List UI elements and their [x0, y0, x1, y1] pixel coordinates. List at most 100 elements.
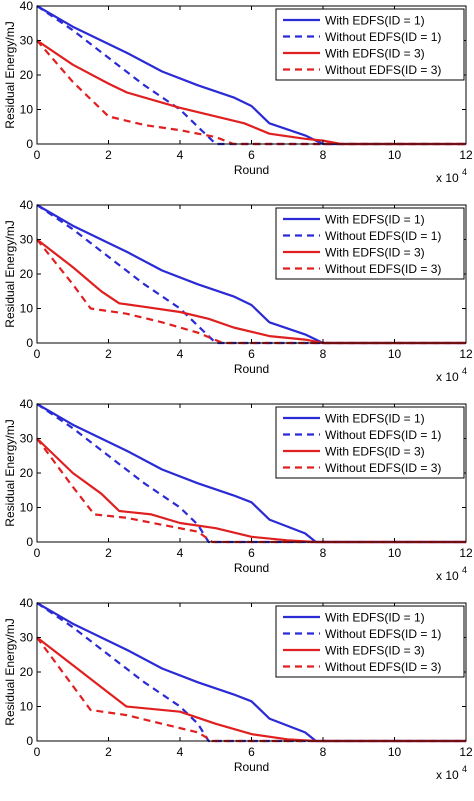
- chart-panel-3: 0 2 4 6 8 10 12 0 10 20 30 40 Round Residual Energy/m…: [0, 397, 474, 597]
- chart-panel-1: 0 2 4 6 8 10 12 0 10 20 30 40 Round Residual Energy/m…: [0, 0, 474, 199]
- y-tick-label: 20: [20, 466, 34, 480]
- y-tick-label: 30: [20, 432, 34, 446]
- x-tick-label: 8: [320, 148, 327, 162]
- x-tick-label: 12: [459, 745, 473, 759]
- x-tick-label: 0: [34, 347, 41, 361]
- series-line-2: [36, 5, 466, 146]
- x-tick-label: 2: [105, 148, 112, 162]
- legend-label-1: With EDFS(ID = 1): [325, 611, 425, 625]
- series-line-4: [36, 39, 466, 146]
- y-axis-label: Residual Energy/mJ: [3, 618, 17, 725]
- y-tick-label: 0: [26, 137, 33, 151]
- x-tick-label: 0: [34, 745, 41, 759]
- x-axis-label: Round: [234, 362, 269, 376]
- legend-label-3: With EDFS(ID = 3): [325, 246, 425, 260]
- x-tick-label: 10: [388, 745, 402, 759]
- y-tick-label: 0: [26, 535, 33, 549]
- series-line-1: [36, 5, 466, 146]
- x-tick-label: 6: [248, 148, 255, 162]
- series-line-3: [36, 437, 466, 544]
- y-tick-label: 0: [26, 734, 33, 748]
- legend-label-4: Without EDFS(ID = 3): [325, 461, 441, 475]
- chart-panel-4: 0 2 4 6 8 10 12 0 10 20 30 40 Round Residual Energy/m…: [0, 596, 474, 796]
- y-tick-label: 40: [20, 199, 34, 212]
- x-axis-label: Round: [234, 163, 269, 177]
- series-line-2: [36, 204, 466, 345]
- chart-svg: 0 2 4 6 8 10 12 0 10 20 30 40 Round Residual Energy/m…: [3, 0, 473, 185]
- chart-panel-2: 0 2 4 6 8 10 12 0 10 20 30 40 Round Residual Energy/m…: [0, 198, 474, 398]
- y-tick-label: 40: [20, 597, 34, 610]
- series-line-4: [36, 238, 466, 345]
- x-multiplier-base: x 10: [436, 768, 459, 782]
- legend-label-2: Without EDFS(ID = 1): [325, 428, 441, 442]
- y-tick-label: 20: [20, 665, 34, 679]
- y-axis-label: Residual Energy/mJ: [3, 419, 17, 526]
- series-line-3: [36, 39, 466, 146]
- y-tick-label: 10: [20, 302, 34, 316]
- x-tick-label: 2: [105, 347, 112, 361]
- legend-label-3: With EDFS(ID = 3): [325, 644, 425, 658]
- x-tick-label: 0: [34, 546, 41, 560]
- chart-svg: 0 2 4 6 8 10 12 0 10 20 30 40 Round Residual Energy/m…: [3, 397, 473, 583]
- series-line-4: [36, 636, 466, 743]
- legend-label-4: Without EDFS(ID = 3): [325, 262, 441, 276]
- y-tick-label: 30: [20, 34, 34, 48]
- x-tick-label: 12: [459, 148, 473, 162]
- y-tick-label: 10: [20, 501, 34, 515]
- x-tick-label: 4: [177, 347, 184, 361]
- x-axis-label: Round: [234, 561, 269, 575]
- legend-label-3: With EDFS(ID = 3): [325, 47, 425, 61]
- x-tick-label: 12: [459, 546, 473, 560]
- x-tick-label: 10: [388, 347, 402, 361]
- y-axis-label: Residual Energy/mJ: [3, 220, 17, 327]
- series-line-4: [36, 437, 466, 544]
- x-tick-label: 6: [248, 546, 255, 560]
- x-tick-label: 8: [320, 546, 327, 560]
- legend-label-2: Without EDFS(ID = 1): [325, 627, 441, 641]
- legend-label-1: With EDFS(ID = 1): [325, 14, 425, 28]
- x-tick-label: 4: [177, 745, 184, 759]
- y-tick-label: 30: [20, 233, 34, 247]
- x-tick-label: 6: [248, 347, 255, 361]
- legend-label-2: Without EDFS(ID = 1): [325, 30, 441, 44]
- series-line-3: [36, 238, 466, 345]
- x-tick-label: 4: [177, 546, 184, 560]
- y-tick-label: 10: [20, 700, 34, 714]
- x-tick-label: 10: [388, 148, 402, 162]
- series-line-1: [36, 602, 466, 743]
- legend-label-4: Without EDFS(ID = 3): [325, 660, 441, 674]
- y-tick-label: 40: [20, 0, 34, 13]
- y-tick-label: 40: [20, 398, 34, 411]
- legend-label-1: With EDFS(ID = 1): [325, 412, 425, 426]
- x-multiplier-exponent: 4: [462, 366, 467, 376]
- y-tick-label: 0: [26, 336, 33, 350]
- series-line-1: [36, 403, 466, 544]
- x-tick-label: 2: [105, 546, 112, 560]
- x-tick-label: 0: [34, 148, 41, 162]
- legend-label-4: Without EDFS(ID = 3): [325, 63, 441, 77]
- y-axis-label: Residual Energy/mJ: [3, 21, 17, 128]
- x-tick-label: 4: [177, 148, 184, 162]
- legend-label-2: Without EDFS(ID = 1): [325, 229, 441, 243]
- chart-svg: 0 2 4 6 8 10 12 0 10 20 30 40 Round Residual Energy/m…: [3, 596, 473, 782]
- x-multiplier-base: x 10: [436, 171, 459, 185]
- chart-svg: 0 2 4 6 8 10 12 0 10 20 30 40 Round Residual Energy/m…: [3, 198, 473, 384]
- x-multiplier-base: x 10: [436, 569, 459, 583]
- x-tick-label: 8: [320, 347, 327, 361]
- y-tick-label: 30: [20, 631, 34, 645]
- x-tick-label: 12: [459, 347, 473, 361]
- y-tick-label: 20: [20, 68, 34, 82]
- x-multiplier-base: x 10: [436, 370, 459, 384]
- series-line-1: [36, 204, 466, 345]
- y-tick-label: 20: [20, 267, 34, 281]
- x-tick-label: 8: [320, 745, 327, 759]
- series-line-2: [36, 403, 466, 544]
- x-tick-label: 2: [105, 745, 112, 759]
- legend-label-1: With EDFS(ID = 1): [325, 213, 425, 227]
- y-tick-label: 10: [20, 103, 34, 117]
- x-multiplier-exponent: 4: [462, 167, 467, 177]
- x-multiplier-exponent: 4: [462, 764, 467, 774]
- x-multiplier-exponent: 4: [462, 565, 467, 575]
- legend-label-3: With EDFS(ID = 3): [325, 445, 425, 459]
- x-tick-label: 6: [248, 745, 255, 759]
